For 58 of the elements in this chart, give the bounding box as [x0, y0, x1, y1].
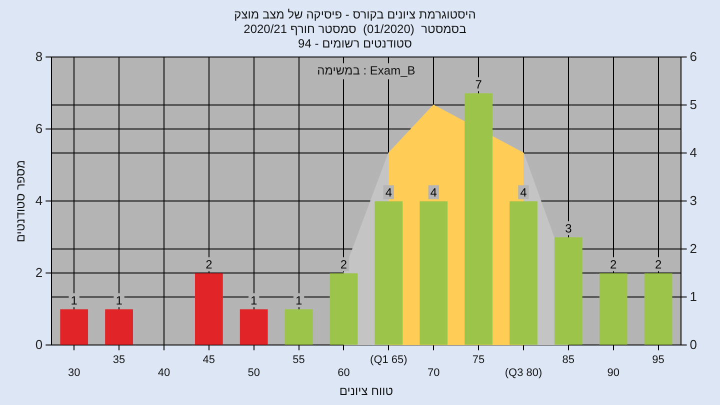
data-label: 3	[565, 222, 572, 236]
bar	[284, 309, 313, 345]
y2-tick-label: 0	[690, 336, 698, 352]
data-label: 4	[385, 186, 392, 200]
data-label: 1	[70, 294, 78, 308]
x-tick-label: 55	[292, 354, 305, 366]
data-label: 1	[250, 294, 258, 308]
data-label: 1	[116, 294, 123, 308]
x-tick-label: 30	[68, 367, 80, 380]
data-label: 1	[295, 294, 302, 308]
text: סטודנטים רשומים - 94	[298, 36, 412, 50]
data-label: 2	[340, 258, 348, 272]
bar	[60, 309, 88, 345]
bar	[464, 93, 492, 345]
y-tick-label: 0	[35, 336, 43, 352]
annotation: במשימה : Exam_B	[317, 64, 416, 78]
bar	[240, 309, 268, 345]
x-tick-label: 70	[427, 367, 440, 380]
x-tick-label: 50	[248, 367, 260, 380]
data-label: 4	[430, 186, 438, 200]
bar	[330, 273, 358, 345]
data-label: 2	[654, 258, 662, 272]
y2-tick-label: 2	[690, 240, 698, 256]
y2-tick-label: 3	[690, 192, 698, 208]
bar	[644, 273, 672, 345]
data-label: 2	[610, 258, 618, 272]
bar	[599, 273, 628, 345]
x-tick-label: 60	[338, 367, 350, 380]
x-tick-label: 95	[652, 354, 664, 366]
y2-tick-label: 1	[690, 288, 698, 304]
y-tick-label: 6	[35, 120, 43, 136]
bar	[194, 273, 223, 345]
bar	[554, 237, 582, 345]
y2-tick-label: 4	[690, 144, 698, 160]
y-axis-title: מספר סטודנטים	[14, 160, 28, 242]
y-tick-label: 2	[35, 264, 43, 280]
x-tick-label: 75	[472, 354, 485, 366]
y2-tick-label: 5	[690, 96, 698, 112]
y2-tick-label: 6	[690, 48, 698, 64]
y-tick-label: 4	[35, 192, 43, 208]
y-tick-label: 8	[35, 48, 43, 64]
text: היסטוגרמת ציונים בקורס - פיסיקה של מצב מוצק	[234, 8, 476, 22]
x-tick-label: 85	[562, 354, 575, 366]
text: בסמסטר (01/2020) סמסטר חורף 2020/21	[244, 22, 466, 36]
x-tick-label: (Q1 65)	[370, 354, 408, 366]
bar	[374, 201, 403, 345]
bar	[420, 201, 448, 345]
x-tick-label: 40	[158, 367, 170, 380]
data-label: 2	[206, 258, 213, 272]
data-label: 7	[475, 78, 482, 92]
x-axis-title: טווח ציונים	[339, 384, 394, 398]
x-tick-label: 90	[607, 367, 620, 380]
bar	[105, 309, 133, 345]
data-label: 4	[520, 186, 528, 200]
bar	[510, 201, 538, 345]
x-tick-label: 35	[112, 354, 126, 366]
x-tick-label: 45	[202, 354, 216, 366]
x-tick-label: (Q3 80)	[504, 367, 542, 380]
